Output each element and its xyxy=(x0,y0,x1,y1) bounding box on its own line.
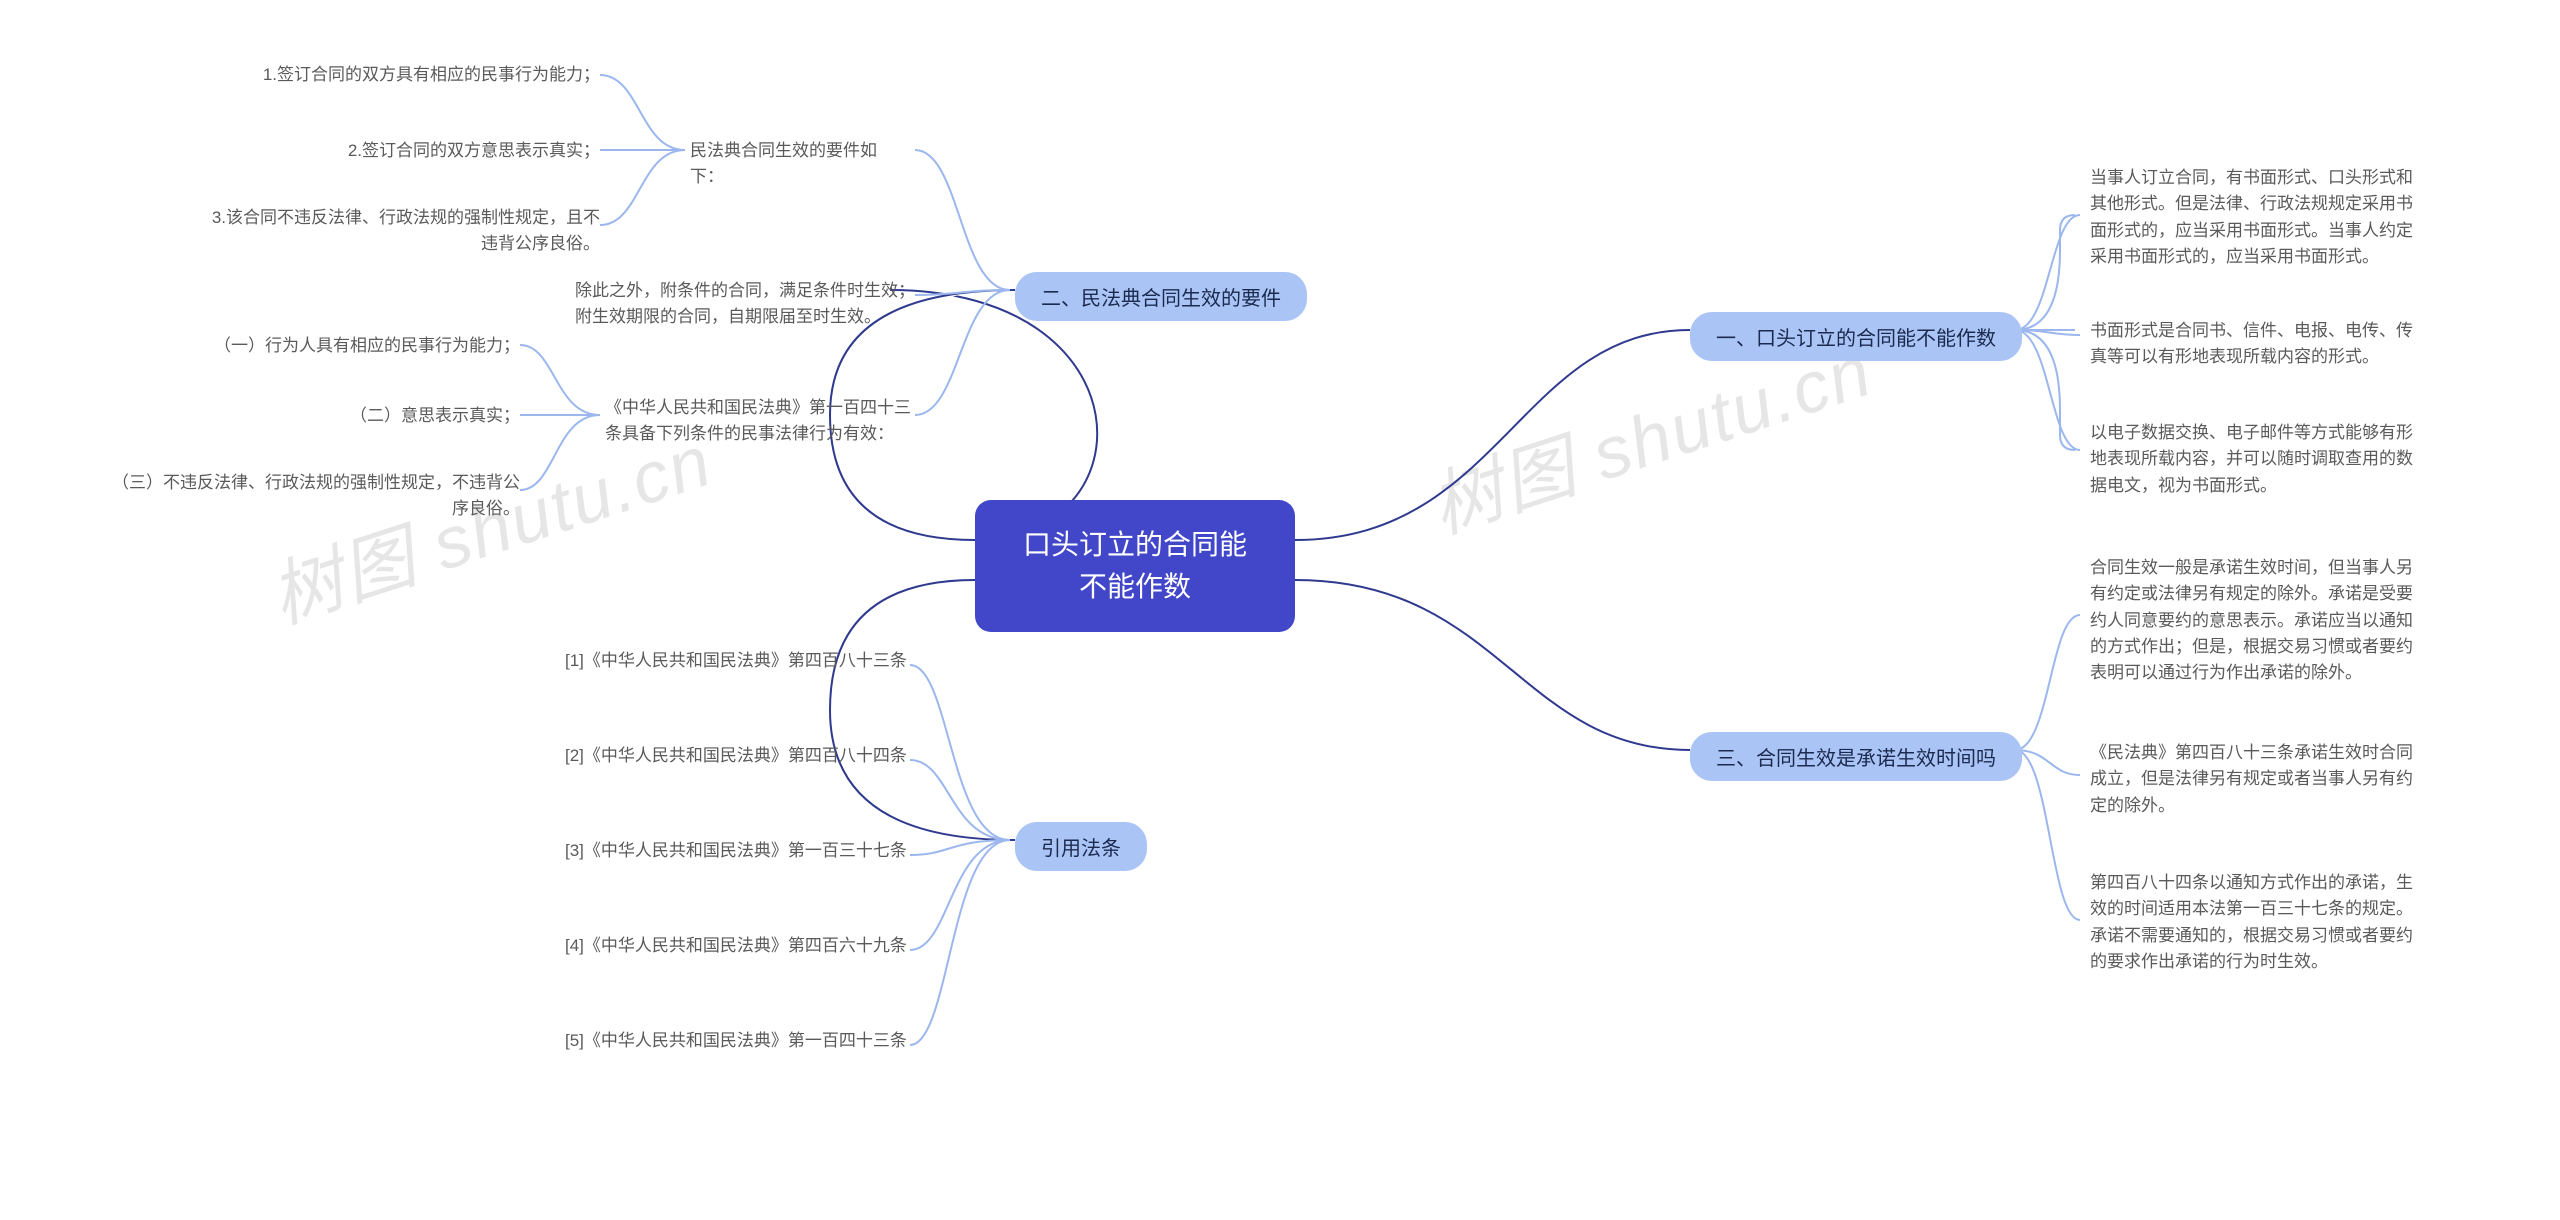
branch-1-leaf-3: 以电子数据交换、电子邮件等方式能够有形地表现所载内容，并可以随时调取查用的数据电… xyxy=(2090,420,2420,499)
branch-2: 二、民法典合同生效的要件 xyxy=(1015,272,1307,321)
branch-2-sub3-leaf-1: （一）行为人具有相应的民事行为能力； xyxy=(150,333,520,359)
branch-3: 三、合同生效是承诺生效时间吗 xyxy=(1690,732,2022,781)
branch-4-leaf-3: [3]《中华人民共和国民法典》第一百三十七条 xyxy=(565,838,910,864)
branch-4-leaf-1: [1]《中华人民共和国民法典》第四百八十三条 xyxy=(565,648,910,674)
branch-1-leaf-1: 当事人订立合同，有书面形式、口头形式和其他形式。但是法律、行政法规规定采用书面形… xyxy=(2090,165,2420,270)
branch-4-leaf-2: [2]《中华人民共和国民法典》第四百八十四条 xyxy=(565,743,910,769)
branch-1-leaf-2: 书面形式是合同书、信件、电报、电传、传真等可以有形地表现所载内容的形式。 xyxy=(2090,318,2420,371)
branch-1: 一、口头订立的合同能不能作数 xyxy=(1690,312,2022,361)
root-node: 口头订立的合同能不能作数 xyxy=(975,500,1295,632)
branch-2-sub1-leaf-1: 1.签订合同的双方具有相应的民事行为能力； xyxy=(220,62,600,88)
branch-4-leaf-4: [4]《中华人民共和国民法典》第四百六十九条 xyxy=(565,933,910,959)
branch-3-leaf-3: 第四百八十四条以通知方式作出的承诺，生效的时间适用本法第一百三十七条的规定。承诺… xyxy=(2090,870,2420,975)
branch-2-sub3-leaf-3: （三）不违反法律、行政法规的强制性规定，不违背公序良俗。 xyxy=(105,470,520,523)
branch-2-sub1-label: 民法典合同生效的要件如下： xyxy=(690,138,910,191)
branch-2-sub3-leaf-2: （二）意思表示真实； xyxy=(295,403,520,429)
branch-4-leaf-5: [5]《中华人民共和国民法典》第一百四十三条 xyxy=(565,1028,910,1054)
branch-4: 引用法条 xyxy=(1015,822,1147,871)
branch-2-sub3-label: 《中华人民共和国民法典》第一百四十三条具备下列条件的民事法律行为有效： xyxy=(605,395,915,448)
branch-2-sub1-leaf-2: 2.签订合同的双方意思表示真实； xyxy=(265,138,600,164)
branch-2-sub2: 除此之外，附条件的合同，满足条件时生效；附生效期限的合同，自期限届至时生效。 xyxy=(575,278,915,331)
branch-3-leaf-1: 合同生效一般是承诺生效时间，但当事人另有约定或法律另有规定的除外。承诺是受要约人… xyxy=(2090,555,2420,687)
branch-3-leaf-2: 《民法典》第四百八十三条承诺生效时合同成立，但是法律另有规定或者当事人另有约定的… xyxy=(2090,740,2420,819)
branch-2-sub1-leaf-3: 3.该合同不违反法律、行政法规的强制性规定，且不违背公序良俗。 xyxy=(205,205,600,258)
